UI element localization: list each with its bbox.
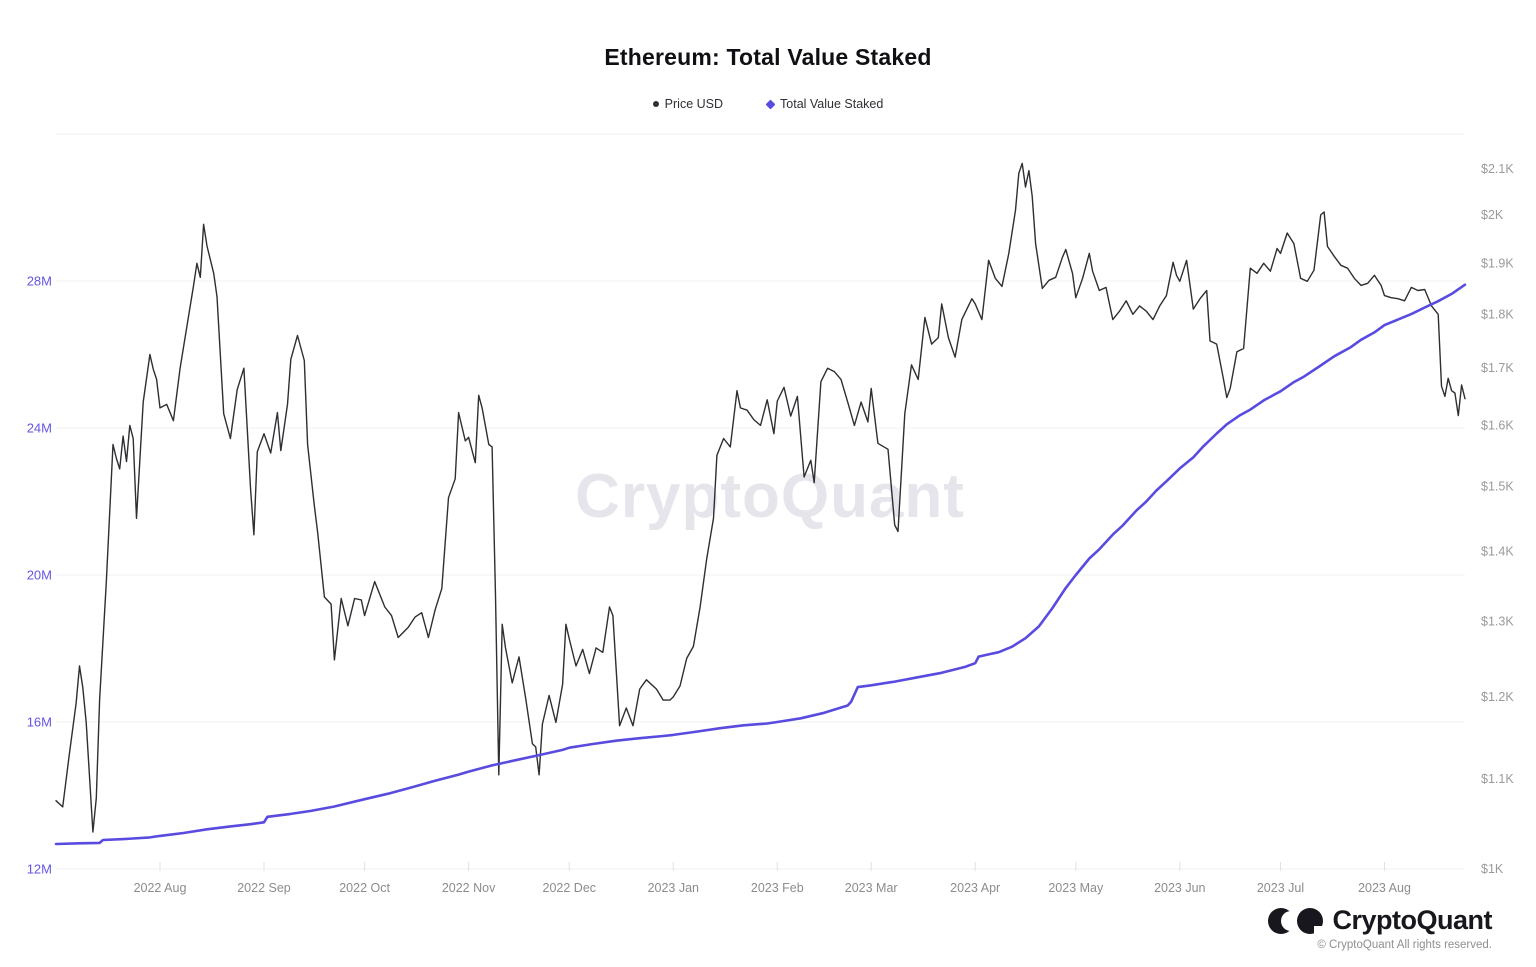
- copyright-text: © CryptoQuant All rights reserved.: [1317, 939, 1492, 951]
- footer: CryptoQuant © CryptoQuant All rights res…: [1267, 905, 1493, 951]
- y-right-label: $1.4K: [1481, 545, 1514, 559]
- watermark: CryptoQuant: [575, 462, 965, 531]
- y-right-label: $1.8K: [1481, 307, 1514, 321]
- y-left-label: 12M: [27, 862, 52, 877]
- x-tick-label: 2023 Jan: [648, 881, 699, 895]
- x-tick-label: 2022 Nov: [442, 881, 496, 895]
- x-tick-label: 2022 Oct: [339, 881, 390, 895]
- x-tick-label: 2023 Mar: [845, 881, 898, 895]
- x-tick-label: 2023 Jul: [1257, 881, 1304, 895]
- y-right-label: $2K: [1481, 208, 1504, 222]
- total-value-staked-line[interactable]: [54, 283, 1467, 846]
- chart-title: Ethereum: Total Value Staked: [604, 44, 932, 70]
- y-right-label: $2.1K: [1481, 162, 1514, 176]
- y-right-label: $1.9K: [1481, 256, 1514, 270]
- x-tick-label: 2023 Jun: [1154, 881, 1205, 895]
- x-tick-label: 2023 Aug: [1358, 881, 1411, 895]
- x-tick-label: 2023 Apr: [950, 881, 1000, 895]
- x-tick-label: 2022 Sep: [237, 881, 291, 895]
- cryptoquant-logo-icon: [1267, 907, 1324, 935]
- legend-label-price-usd: Price USD: [664, 97, 724, 111]
- y-left-label: 16M: [27, 715, 52, 730]
- y-left-label: 24M: [27, 421, 52, 436]
- y-right-label: $1.5K: [1481, 479, 1514, 493]
- x-tick-label: 2023 Feb: [751, 881, 804, 895]
- x-tick-label: 2022 Aug: [134, 881, 187, 895]
- y-right-label: $1.3K: [1481, 614, 1514, 628]
- x-tick-label: 2023 May: [1048, 881, 1104, 895]
- legend-item-total-value-staked[interactable]: Total Value Staked: [765, 97, 884, 111]
- y-right-label: $1.6K: [1481, 418, 1514, 432]
- brand-name: CryptoQuant: [1332, 905, 1493, 935]
- y-right-label: $1K: [1481, 862, 1504, 876]
- legend-label-total-value-staked: Total Value Staked: [780, 97, 884, 111]
- price-usd-marker-icon: [652, 101, 659, 107]
- y-left-label: 28M: [27, 274, 52, 289]
- chart-legend: Price USD Total Value Staked: [0, 97, 1536, 111]
- x-tick-label: 2022 Dec: [543, 881, 597, 895]
- y-right-label: $1.2K: [1481, 690, 1514, 704]
- legend-item-price-usd[interactable]: Price USD: [652, 97, 724, 111]
- cryptoquant-logo[interactable]: CryptoQuant: [1267, 905, 1493, 936]
- y-right-label: $1.1K: [1481, 772, 1514, 786]
- price-usd-line[interactable]: [55, 162, 1466, 833]
- y-left-label: 20M: [27, 568, 52, 583]
- y-right-label: $1.7K: [1481, 361, 1514, 375]
